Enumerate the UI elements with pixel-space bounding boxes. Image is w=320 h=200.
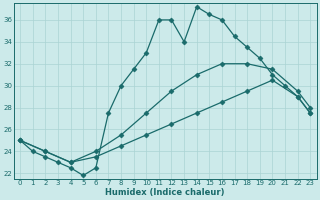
X-axis label: Humidex (Indice chaleur): Humidex (Indice chaleur) (106, 188, 225, 197)
